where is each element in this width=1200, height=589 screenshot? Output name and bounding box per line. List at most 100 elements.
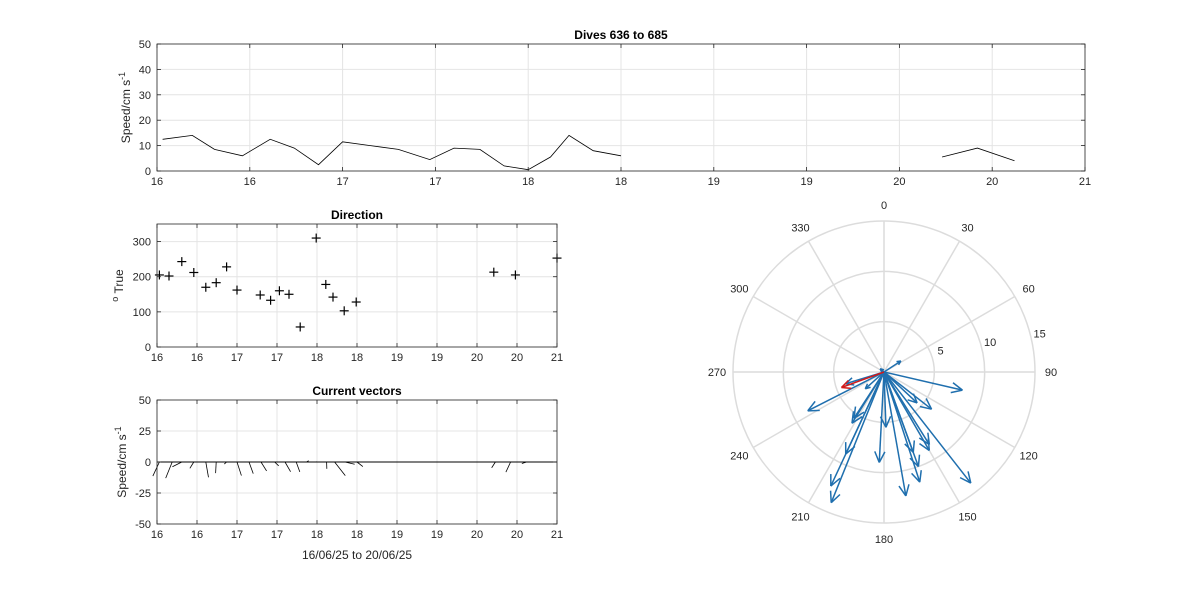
polar-arrow-head bbox=[845, 445, 856, 455]
x-tick-label: 18 bbox=[351, 352, 363, 364]
y-tick-label: 25 bbox=[139, 426, 151, 438]
polar-arrow-head bbox=[879, 416, 887, 428]
polar-arrow-head bbox=[865, 386, 871, 390]
polar-arrow-head bbox=[952, 382, 963, 391]
x-tick-label: 17 bbox=[336, 176, 348, 188]
y-tick-label: 0 bbox=[145, 166, 151, 178]
x-tick-label: 21 bbox=[1079, 176, 1091, 188]
x-tick-label: 17 bbox=[429, 176, 441, 188]
current-vector-stick bbox=[274, 461, 279, 467]
direction-point bbox=[274, 286, 284, 296]
x-tick-label: 20 bbox=[511, 529, 523, 541]
polar-arrow-head bbox=[896, 360, 901, 363]
current-vector-stick bbox=[152, 461, 160, 477]
polar-arrow-head bbox=[830, 493, 841, 504]
current-vector-stick bbox=[334, 461, 346, 476]
x-tick-label: 19 bbox=[708, 176, 720, 188]
polar-arrow-shaft bbox=[883, 371, 933, 410]
direction-point bbox=[339, 306, 349, 316]
x-tick-label: 20 bbox=[471, 352, 483, 364]
polar-arrow-head bbox=[911, 472, 921, 483]
chart-title: Direction bbox=[331, 208, 383, 222]
polar-angle-label: 270 bbox=[708, 367, 726, 379]
direction-point bbox=[351, 297, 361, 307]
x-tick-label: 20 bbox=[511, 352, 523, 364]
polar-arrow-head bbox=[851, 416, 863, 424]
x-tick-label: 18 bbox=[615, 176, 627, 188]
polar-angle-label: 0 bbox=[881, 200, 887, 212]
polar-arrow-head bbox=[874, 451, 880, 463]
x-tick-label: 21 bbox=[551, 352, 563, 364]
direction-point bbox=[154, 270, 164, 280]
current-vector-stick bbox=[295, 461, 301, 473]
current-vector-stick bbox=[224, 461, 227, 465]
direction-point bbox=[189, 267, 199, 277]
current-vector-stick bbox=[284, 461, 291, 472]
polar-arrow bbox=[883, 360, 902, 373]
current-vector-stick bbox=[260, 461, 267, 472]
polar-arrow-head bbox=[950, 389, 963, 394]
x-tick-label: 18 bbox=[351, 529, 363, 541]
polar-arrow-head bbox=[959, 476, 972, 484]
current-vector-stick bbox=[521, 461, 527, 464]
direction-point bbox=[311, 233, 321, 243]
x-tick-label: 18 bbox=[522, 176, 534, 188]
x-tick-label: 19 bbox=[431, 529, 443, 541]
y-tick-label: 50 bbox=[139, 39, 151, 51]
y-axis-label: o True bbox=[110, 269, 126, 302]
polar-arrow-head bbox=[841, 386, 852, 390]
polar-arrow-head bbox=[904, 443, 914, 453]
polar-angle-label: 210 bbox=[791, 512, 809, 524]
x-tick-label: 17 bbox=[231, 352, 243, 364]
polar-arrow-head bbox=[909, 457, 919, 468]
polar-radius-label: 10 bbox=[984, 337, 996, 349]
polar-radius-label: 5 bbox=[937, 346, 943, 358]
chart-title: Dives 636 to 685 bbox=[574, 28, 668, 42]
polar-arrow-shaft bbox=[864, 371, 885, 390]
x-tick-label: 19 bbox=[431, 352, 443, 364]
direction-point bbox=[295, 322, 305, 332]
polar-arrow-head bbox=[851, 411, 855, 424]
x-tick-label: 20 bbox=[986, 176, 998, 188]
polar-arrow-shaft bbox=[883, 371, 907, 497]
direction-point bbox=[164, 271, 174, 281]
y-tick-label: -50 bbox=[135, 519, 151, 531]
speed-panel: 16 16 17 17 18 18 19 19 20 20 21 0 10 20 30 40 50 Dives 6… bbox=[117, 28, 1091, 188]
x-tick-label: 18 bbox=[311, 352, 323, 364]
polar-arrow-head bbox=[885, 415, 892, 428]
y-tick-label: 20 bbox=[139, 115, 151, 127]
polar-arrow-head bbox=[878, 451, 886, 463]
current-vector-stick bbox=[356, 461, 364, 467]
polar-arrow bbox=[883, 371, 972, 484]
current-vector-stick bbox=[306, 460, 309, 463]
polar-spoke bbox=[883, 371, 1016, 449]
polar-angle-label: 240 bbox=[730, 451, 748, 463]
current-vector-stick bbox=[172, 461, 182, 468]
polar-arrow-shaft bbox=[883, 371, 914, 453]
polar-arrow bbox=[844, 371, 885, 455]
y-tick-label: 10 bbox=[139, 141, 151, 153]
polar-arrow-head bbox=[912, 440, 916, 453]
polar-spoke bbox=[807, 240, 885, 373]
current-vector-stick bbox=[344, 461, 355, 465]
polar-arrow-head bbox=[853, 406, 857, 419]
y-tick-label: -25 bbox=[135, 488, 151, 500]
polar-arrow-head bbox=[917, 454, 921, 467]
current-vector-stick bbox=[248, 461, 254, 474]
polar-arrow-head bbox=[907, 399, 918, 404]
x-tick-label: 19 bbox=[391, 352, 403, 364]
current-vector-stick bbox=[236, 461, 242, 476]
polar-arrow-head bbox=[807, 400, 816, 412]
x-tick-label: 20 bbox=[893, 176, 905, 188]
x-tick-label: 16 bbox=[151, 176, 163, 188]
polar-arrow-head bbox=[829, 490, 832, 503]
x-tick-label: 21 bbox=[551, 529, 563, 541]
direction-point bbox=[211, 278, 221, 288]
direction-point bbox=[284, 289, 294, 299]
current-vector-stick bbox=[215, 461, 217, 474]
y-tick-label: 300 bbox=[133, 237, 151, 249]
polar-arrow-head bbox=[925, 398, 933, 410]
polar-radius-label: 15 bbox=[1034, 328, 1046, 340]
y-tick-label: 50 bbox=[139, 395, 151, 407]
